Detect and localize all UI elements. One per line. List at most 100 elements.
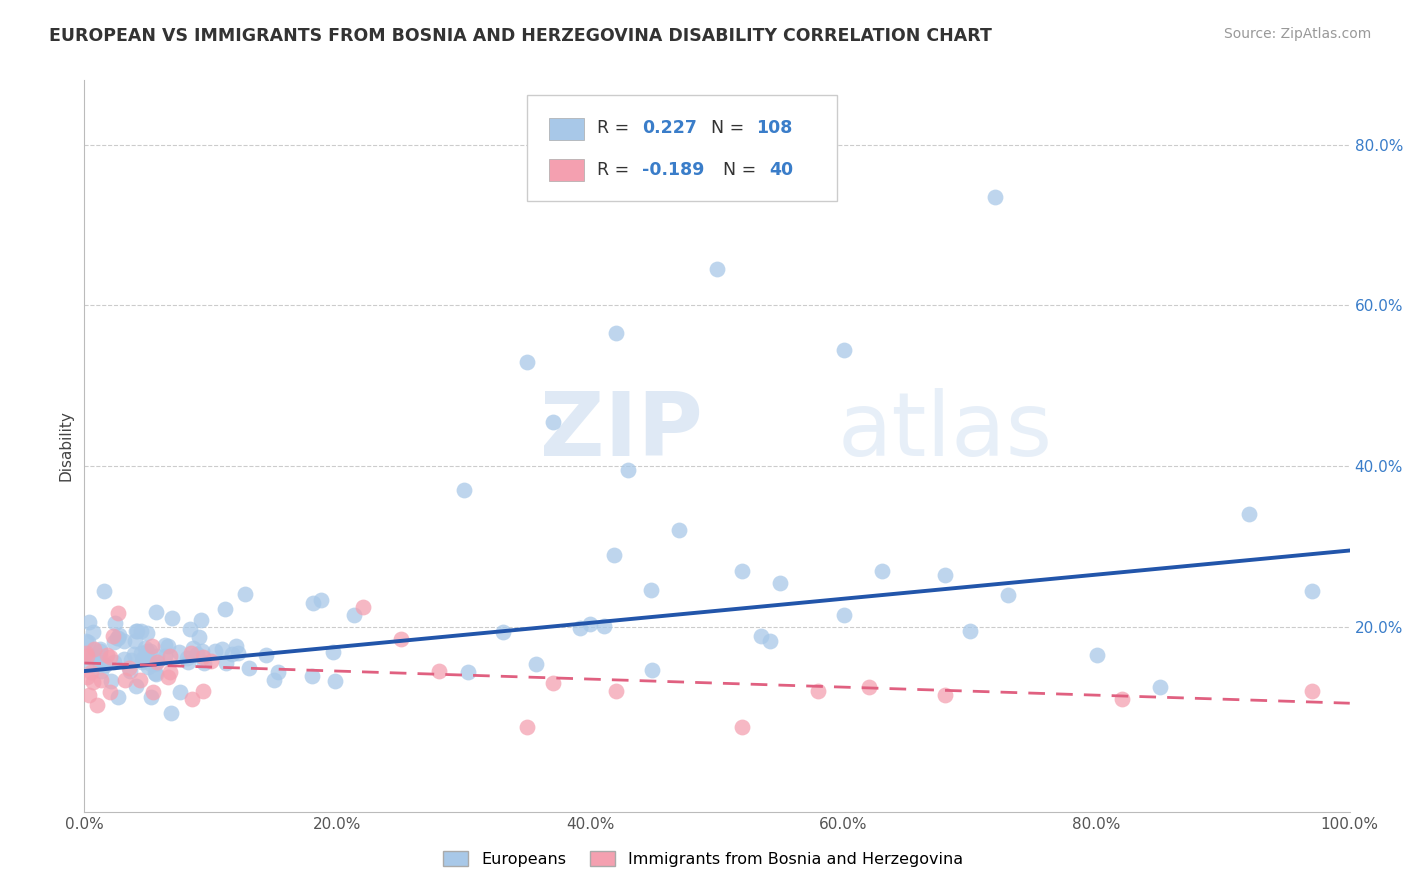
Point xyxy=(389,632,412,646)
Point xyxy=(191,644,214,658)
Text: ZIP: ZIP xyxy=(540,388,703,475)
Point xyxy=(131,652,153,666)
Point xyxy=(101,629,124,643)
Point xyxy=(832,607,855,622)
Point xyxy=(89,641,111,656)
Point xyxy=(176,650,198,665)
Text: 40: 40 xyxy=(769,161,793,178)
Point xyxy=(221,648,243,662)
Point xyxy=(731,564,754,578)
Point xyxy=(183,641,205,656)
Point xyxy=(160,611,183,625)
Point xyxy=(870,564,893,578)
Point xyxy=(153,638,176,652)
Point xyxy=(90,664,112,678)
Point xyxy=(118,661,141,675)
Point xyxy=(191,649,214,664)
Point xyxy=(568,621,591,635)
Text: atlas: atlas xyxy=(838,388,1053,475)
Text: R =: R = xyxy=(596,161,634,178)
Point xyxy=(617,463,640,477)
Point xyxy=(1149,680,1171,694)
Text: R =: R = xyxy=(596,119,634,136)
Point xyxy=(75,633,97,648)
Point xyxy=(235,587,257,601)
Point xyxy=(541,415,564,429)
Point xyxy=(145,667,167,681)
Point xyxy=(100,685,122,699)
Y-axis label: Disability: Disability xyxy=(58,410,73,482)
Point xyxy=(135,644,157,658)
Point xyxy=(193,656,215,670)
Point xyxy=(136,660,159,674)
Point xyxy=(107,690,129,704)
Point xyxy=(427,664,450,678)
Point xyxy=(858,680,880,694)
Point xyxy=(524,657,547,671)
FancyBboxPatch shape xyxy=(548,160,585,181)
Point xyxy=(82,648,104,663)
Point xyxy=(301,668,323,682)
Legend: Europeans, Immigrants from Bosnia and Herzegovina: Europeans, Immigrants from Bosnia and He… xyxy=(436,845,970,873)
Point xyxy=(204,643,226,657)
Point xyxy=(516,354,538,368)
Point xyxy=(134,640,156,655)
Point xyxy=(86,698,108,712)
Text: 0.227: 0.227 xyxy=(643,119,697,136)
Point xyxy=(89,648,111,663)
Point xyxy=(156,670,179,684)
Point xyxy=(112,634,135,648)
Point xyxy=(641,663,664,677)
Point xyxy=(200,654,222,668)
Point xyxy=(103,634,125,648)
Point xyxy=(640,583,662,598)
Point xyxy=(77,649,100,664)
Point xyxy=(1237,508,1260,522)
Point xyxy=(167,645,190,659)
Point xyxy=(668,524,690,538)
Point xyxy=(89,644,111,658)
Point xyxy=(139,657,162,671)
Point xyxy=(145,656,167,670)
Point xyxy=(453,483,475,498)
Point xyxy=(180,646,202,660)
Point xyxy=(135,625,157,640)
Point xyxy=(77,615,100,629)
Point xyxy=(120,653,142,667)
Point xyxy=(238,661,260,675)
Point xyxy=(214,602,236,616)
Point xyxy=(90,673,112,687)
FancyBboxPatch shape xyxy=(548,118,585,139)
Point xyxy=(80,656,103,670)
Point xyxy=(143,665,166,680)
Point xyxy=(124,678,146,692)
FancyBboxPatch shape xyxy=(527,95,838,201)
Point xyxy=(159,665,181,679)
Point xyxy=(79,665,101,680)
Point xyxy=(153,648,176,663)
Point xyxy=(749,630,772,644)
Point xyxy=(706,262,728,277)
Text: 108: 108 xyxy=(756,119,793,136)
Point xyxy=(759,634,782,648)
Point xyxy=(254,648,277,662)
Point xyxy=(160,706,183,720)
Point xyxy=(343,608,366,623)
Point xyxy=(77,689,100,703)
Point xyxy=(959,624,981,638)
Point xyxy=(131,655,153,669)
Point xyxy=(984,190,1007,204)
Point xyxy=(142,685,165,699)
Point xyxy=(352,599,374,614)
Point xyxy=(124,633,146,648)
Point xyxy=(105,631,128,645)
Text: -0.189: -0.189 xyxy=(643,161,704,178)
Text: EUROPEAN VS IMMIGRANTS FROM BOSNIA AND HERZEGOVINA DISABILITY CORRELATION CHART: EUROPEAN VS IMMIGRANTS FROM BOSNIA AND H… xyxy=(49,27,993,45)
Point xyxy=(1111,692,1133,706)
Point xyxy=(193,683,215,698)
Point xyxy=(108,628,131,642)
Text: Source: ZipAtlas.com: Source: ZipAtlas.com xyxy=(1223,27,1371,41)
Point xyxy=(832,343,855,357)
Point xyxy=(211,641,233,656)
Point xyxy=(76,670,98,684)
